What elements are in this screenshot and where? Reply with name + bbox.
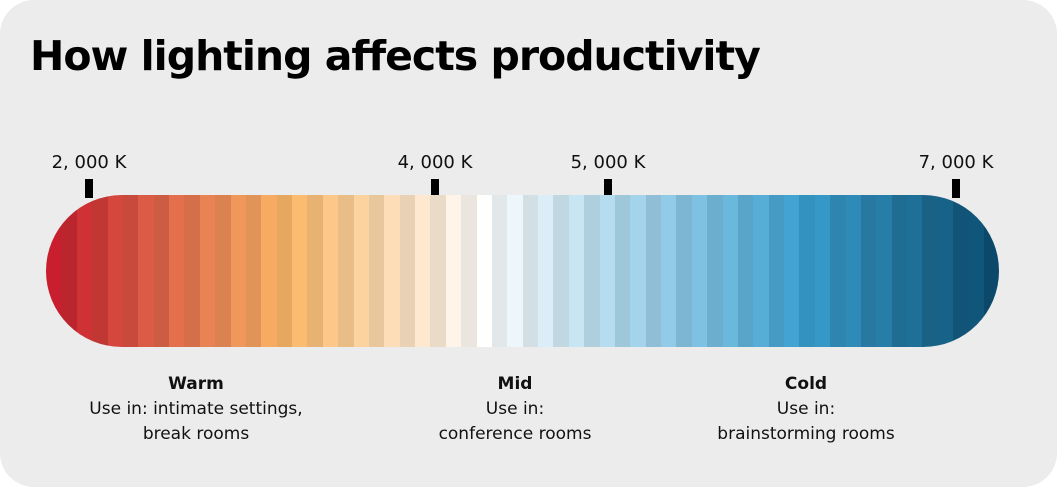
- zone-cold: Cold Use in: brainstorming rooms: [656, 372, 956, 447]
- gradient-stripe: [507, 195, 523, 347]
- zone-cold-text: Use in: brainstorming rooms: [717, 399, 895, 444]
- gradient-stripe: [169, 195, 185, 347]
- gradient-stripe: [292, 195, 308, 347]
- gradient-stripe: [922, 195, 938, 347]
- gradient-stripe: [630, 195, 646, 347]
- tick-mark-7000k: [952, 179, 960, 198]
- zone-mid: Mid Use in: conference rooms: [365, 372, 665, 447]
- gradient-stripe: [353, 195, 369, 347]
- gradient-stripe: [753, 195, 769, 347]
- gradient-stripe: [907, 195, 923, 347]
- gradient-stripe: [722, 195, 738, 347]
- gradient-stripe: [553, 195, 569, 347]
- zone-mid-text: Use in: conference rooms: [438, 399, 592, 444]
- gradient-stripe: [937, 195, 954, 347]
- gradient-stripe: [876, 195, 892, 347]
- gradient-stripe: [445, 195, 462, 347]
- tick-label-5000k: 5, 000 K: [570, 152, 646, 173]
- gradient-stripe: [368, 195, 385, 347]
- gradient-stripe: [830, 195, 846, 347]
- gradient-stripe: [584, 195, 600, 347]
- tick-label-2000k: 2, 000 K: [51, 152, 127, 173]
- gradient-stripe: [707, 195, 723, 347]
- gradient-stripe: [645, 195, 661, 347]
- gradient-stripe: [799, 195, 815, 347]
- color-temperature-bar: [46, 195, 999, 347]
- tick-mark-5000k: [604, 179, 612, 198]
- tick-mark-2000k: [85, 179, 93, 198]
- page-title: How lighting affects productivity: [30, 32, 761, 80]
- gradient-stripe: [199, 195, 216, 347]
- gradient-stripe: [230, 195, 246, 347]
- gradient-stripe: [814, 195, 831, 347]
- gradient-stripe: [138, 195, 154, 347]
- gradient-stripe: [784, 195, 800, 347]
- gradient-stripe: [384, 195, 400, 347]
- gradient-stripe: [153, 195, 169, 347]
- tick-label-4000k: 4, 000 K: [397, 152, 473, 173]
- zone-cold-title: Cold: [784, 374, 828, 394]
- gradient-stripe: [691, 195, 708, 347]
- gradient-stripe: [476, 195, 492, 347]
- gradient-stripe: [768, 195, 784, 347]
- gradient-stripe: [92, 195, 108, 347]
- gradient-stripe: [215, 195, 231, 347]
- gradient-stripe: [891, 195, 907, 347]
- gradient-stripe: [953, 195, 969, 347]
- gradient-stripe: [276, 195, 292, 347]
- gradient-stripe: [676, 195, 692, 347]
- gradient-stripe: [737, 195, 754, 347]
- gradient-stripe: [415, 195, 431, 347]
- zone-warm-title: Warm: [168, 374, 224, 394]
- gradient-stripe: [568, 195, 585, 347]
- gradient-stripe: [122, 195, 139, 347]
- gradient-stripe: [261, 195, 277, 347]
- gradient-stripe: [614, 195, 631, 347]
- gradient-stripe: [76, 195, 93, 347]
- tick-mark-4000k: [431, 179, 439, 198]
- gradient-stripe: [661, 195, 677, 347]
- gradient-stripe: [184, 195, 200, 347]
- gradient-stripe: [107, 195, 123, 347]
- gradient-stripe: [307, 195, 323, 347]
- gradient-stripe: [338, 195, 354, 347]
- zone-warm-text: Use in: intimate settings, break rooms: [89, 399, 303, 444]
- gradient-stripe: [61, 195, 77, 347]
- gradient-stripe: [599, 195, 615, 347]
- gradient-stripe: [522, 195, 538, 347]
- gradient-stripe: [322, 195, 339, 347]
- gradient-stripe: [491, 195, 508, 347]
- gradient-stripe: [968, 195, 984, 347]
- gradient-stripe: [245, 195, 262, 347]
- zone-warm: Warm Use in: intimate settings, break ro…: [46, 372, 346, 447]
- gradient-stripe: [461, 195, 477, 347]
- gradient-stripe: [430, 195, 446, 347]
- gradient-stripe: [845, 195, 861, 347]
- gradient-stripe: [983, 195, 999, 347]
- gradient-stripe: [399, 195, 415, 347]
- gradient-stripe: [538, 195, 554, 347]
- tick-label-7000k: 7, 000 K: [918, 152, 994, 173]
- gradient-stripe: [860, 195, 877, 347]
- gradient-stripe: [46, 195, 62, 347]
- zone-mid-title: Mid: [497, 374, 533, 394]
